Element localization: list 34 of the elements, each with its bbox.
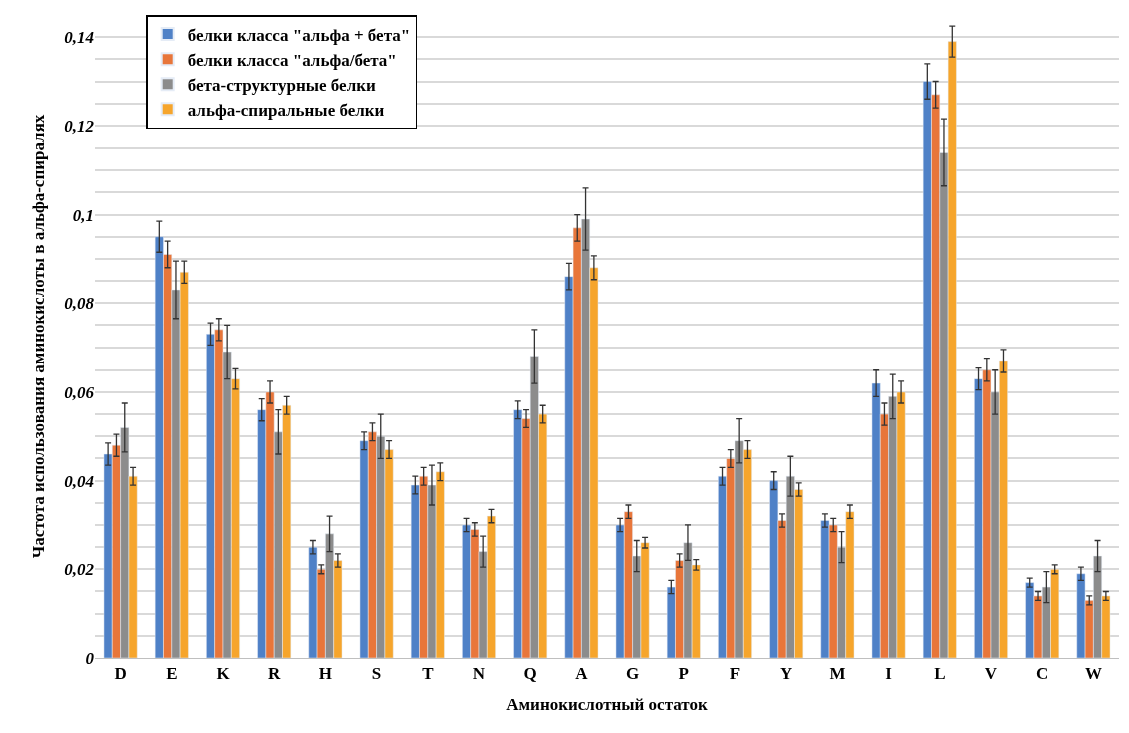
x-tick-label: W <box>1084 664 1102 684</box>
x-tick-label: R <box>268 664 282 684</box>
legend-label: белки класса "альфа + бета" <box>187 25 411 45</box>
y-tick-label: 0,1 <box>72 205 94 225</box>
x-tick-label: I <box>885 664 893 684</box>
x-tick-label: S <box>371 664 382 684</box>
x-tick-label: T <box>422 664 435 684</box>
x-tick-label: E <box>166 664 178 684</box>
x-tick-label: L <box>934 664 946 684</box>
x-tick-label: Y <box>780 664 793 684</box>
y-tick-label: 0,02 <box>64 560 95 580</box>
x-tick-label: A <box>575 664 589 684</box>
y-axis-title: Частота использования аминокислоты в альфа-спиралях <box>28 114 48 559</box>
x-tick-label: V <box>984 664 998 684</box>
x-tick-label: H <box>318 664 333 684</box>
x-tick-label: C <box>1036 664 1049 684</box>
x-tick-label: M <box>829 664 846 684</box>
y-tick-label: 0,04 <box>64 471 94 491</box>
x-tick-label: P <box>678 664 689 684</box>
y-tick-label: 0,12 <box>64 116 95 136</box>
y-tick-label: 0,08 <box>64 294 95 314</box>
y-tick-label: 0,14 <box>64 28 94 48</box>
legend-label: бета-структурные белки <box>187 75 376 95</box>
x-axis-title: Аминокислотный остаток <box>506 694 708 714</box>
x-tick-label: N <box>472 664 486 684</box>
legend-label: белки класса "альфа/бета" <box>187 50 397 70</box>
x-tick-label: G <box>625 664 640 684</box>
legend-label: альфа-спиральные белки <box>187 100 385 120</box>
x-tick-label: D <box>114 664 127 684</box>
y-tick-label: 0 <box>85 648 95 668</box>
x-tick-label: F <box>729 664 741 684</box>
x-tick-label: K <box>216 664 231 684</box>
x-tick-label: Q <box>523 664 537 684</box>
y-tick-label: 0,06 <box>64 382 95 402</box>
